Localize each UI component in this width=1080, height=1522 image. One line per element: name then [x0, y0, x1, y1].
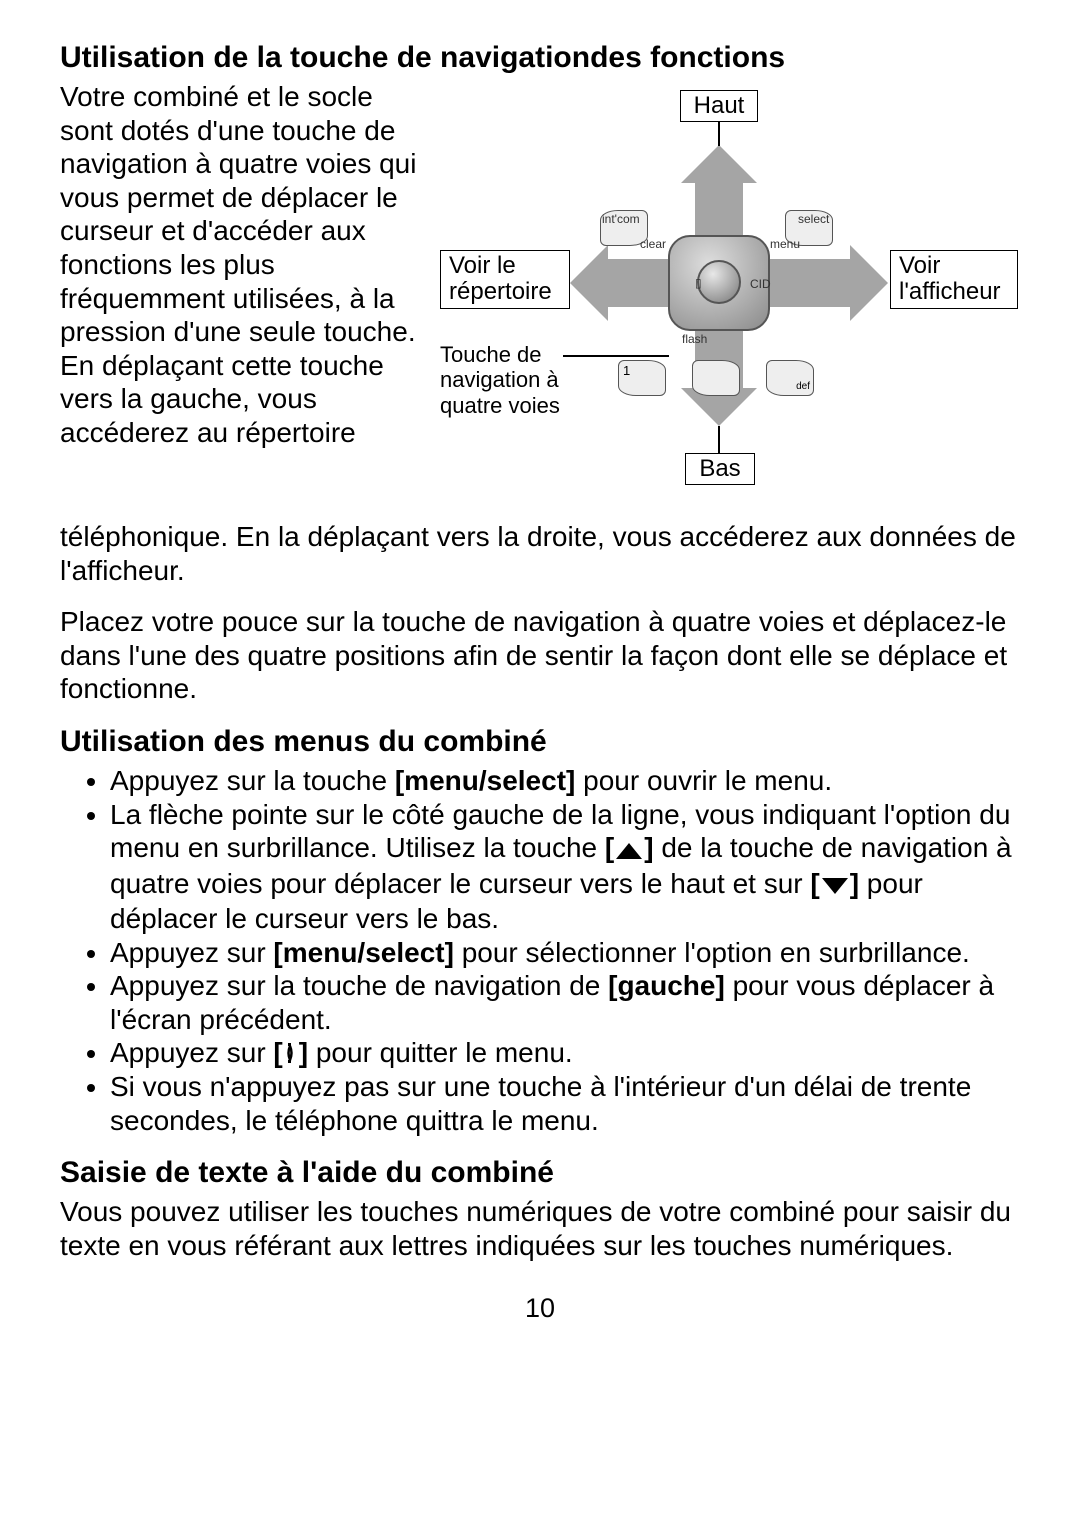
text: pour ouvrir le menu. — [575, 765, 832, 796]
bullet-select: Appuyez sur [menu/select] pour sélection… — [110, 936, 1020, 970]
haut-connector — [718, 122, 720, 146]
key-2 — [692, 360, 740, 396]
end-call-icon — [283, 1037, 299, 1068]
text: Appuyez sur la touche de navigation de — [110, 970, 608, 1001]
softkey-select-label: select — [798, 212, 829, 226]
book-icon: ▯ — [695, 276, 702, 290]
paragraph-text-entry: Vous pouvez utiliser les touches numériq… — [60, 1195, 1020, 1262]
bullet-arrow-highlight: La flèche pointe sur le côté gauche de l… — [110, 798, 1020, 936]
text: Appuyez sur — [110, 1037, 273, 1068]
bracket-open: [ — [605, 832, 614, 863]
label-voir-afficheur: Voir l'afficheur — [890, 250, 1018, 309]
down-triangle-icon — [820, 868, 850, 902]
nav-key-diagram: Haut Voir le répertoire Voir l'afficheur… — [440, 80, 1020, 510]
key-3: def — [766, 360, 814, 396]
menu-select-label-2: [menu/select] — [273, 937, 454, 968]
bullet-quit: Appuyez sur [] pour quitter le menu. — [110, 1036, 1020, 1070]
menu-instructions-list: Appuyez sur la touche [menu/select] pour… — [60, 764, 1020, 1137]
label-nav-caption: Touche de navigation à quatre voies — [440, 342, 560, 418]
bullet-open-menu: Appuyez sur la touche [menu/select] pour… — [110, 764, 1020, 798]
section-heading-3: Saisie de texte à l'aide du combiné — [60, 1155, 1020, 1191]
bracket-close-3: ] — [299, 1037, 308, 1068]
nav-menu-label: menu — [770, 237, 800, 251]
label-voir-repertoire: Voir le répertoire — [440, 250, 570, 309]
page-number: 10 — [60, 1292, 1020, 1324]
text: pour sélectionner l'option en surbrillan… — [454, 937, 970, 968]
caption-connector — [563, 355, 669, 357]
bas-connector — [718, 426, 720, 453]
arrow-up-head — [681, 145, 757, 183]
text: Appuyez sur la touche — [110, 765, 395, 796]
bracket-open-2: [ — [810, 868, 819, 899]
nav-center-button — [697, 260, 741, 304]
text: pour quitter le menu. — [308, 1037, 573, 1068]
menu-select-label: [menu/select] — [395, 765, 576, 796]
bracket-close-2: ] — [850, 868, 859, 899]
bracket-close: ] — [644, 832, 653, 863]
text: Appuyez sur — [110, 937, 273, 968]
number-key-row: 1 def — [618, 360, 814, 396]
arrow-right-head — [850, 245, 888, 321]
intro-continuation: téléphonique. En la déplaçant vers la dr… — [60, 520, 1020, 587]
nav-flash-label: flash — [682, 332, 707, 346]
bullet-left: Appuyez sur la touche de navigation de [… — [110, 969, 1020, 1036]
label-haut: Haut — [680, 90, 758, 122]
nav-clear-label: clear — [640, 237, 666, 251]
section-heading-2: Utilisation des menus du combiné — [60, 724, 1020, 760]
gauche-label: [gauche] — [608, 970, 725, 1001]
arrow-right — [770, 259, 850, 307]
paragraph-thumb: Placez votre pouce sur la touche de navi… — [60, 605, 1020, 706]
nav-cid-label: CID — [750, 277, 771, 291]
arrow-left-head — [570, 245, 608, 321]
bullet-timeout: Si vous n'appuyez pas sur une touche à l… — [110, 1070, 1020, 1137]
section-heading-1: Utilisation de la touche de navigationde… — [60, 40, 1020, 76]
key-1: 1 — [618, 360, 666, 396]
intro-text: Votre combiné et le socle sont dotés d'u… — [60, 81, 416, 448]
softkey-intcom-label: int'com — [602, 212, 640, 226]
arrow-left — [605, 259, 670, 307]
label-bas: Bas — [685, 453, 755, 485]
up-triangle-icon — [614, 833, 644, 867]
bracket-open-3: [ — [273, 1037, 282, 1068]
